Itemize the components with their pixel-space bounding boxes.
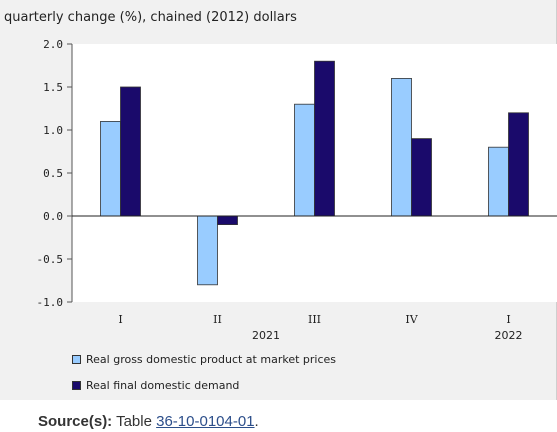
bar-series0-cat2 (294, 103, 315, 217)
y-tick-label: -0.5 (37, 253, 64, 266)
x-year-label: 2021 (252, 329, 280, 342)
units-label: quarterly change (%), chained (2012) dol… (4, 10, 297, 25)
x-tick-label: I (506, 313, 510, 326)
bar-series0-cat1 (197, 215, 218, 286)
legend-label-gdp: Real gross domestic product at market pr… (86, 352, 336, 366)
source-table-link[interactable]: 36-10-0104-01 (156, 413, 255, 430)
legend-item-gdp: Real gross domestic product at market pr… (72, 352, 336, 366)
legend-swatch-gdp (72, 354, 81, 364)
bar-series1-cat2 (314, 60, 335, 217)
bar-series0-cat4 (488, 146, 509, 217)
y-tick-label: 0.0 (43, 210, 63, 223)
chart-legend: Real gross domestic product at market pr… (72, 352, 336, 404)
y-tick-label: -1.0 (37, 296, 64, 309)
y-tick-label: 0.5 (43, 167, 63, 180)
x-tick-label: IV (405, 313, 418, 326)
y-tick-label: 1.5 (43, 81, 63, 94)
x-tick-label: III (308, 313, 321, 326)
x-tick-label: I (118, 313, 122, 326)
y-tick-label: 1.0 (43, 124, 63, 137)
bar-series0-cat0 (100, 121, 121, 217)
bar-series1-cat1 (217, 215, 238, 226)
legend-label-final-demand: Real final domestic demand (86, 378, 240, 392)
legend-swatch-final-demand (72, 380, 81, 390)
chart-figure: quarterly change (%), chained (2012) dol… (0, 0, 557, 400)
source-line: Source(s): Table 36-10-0104-01. (38, 413, 259, 430)
y-tick-label: 2.0 (43, 38, 63, 51)
legend-item-final-demand: Real final domestic demand (72, 378, 336, 392)
source-table-text: Table (116, 413, 152, 430)
bar-series0-cat3 (391, 78, 412, 217)
bar-series1-cat4 (508, 112, 529, 217)
bar-series1-cat3 (411, 138, 432, 217)
x-year-label: 2022 (495, 329, 523, 342)
bar-series1-cat0 (120, 86, 141, 217)
source-label: Source(s): (38, 413, 113, 430)
x-tick-label: II (213, 313, 222, 326)
source-suffix: . (254, 413, 259, 430)
